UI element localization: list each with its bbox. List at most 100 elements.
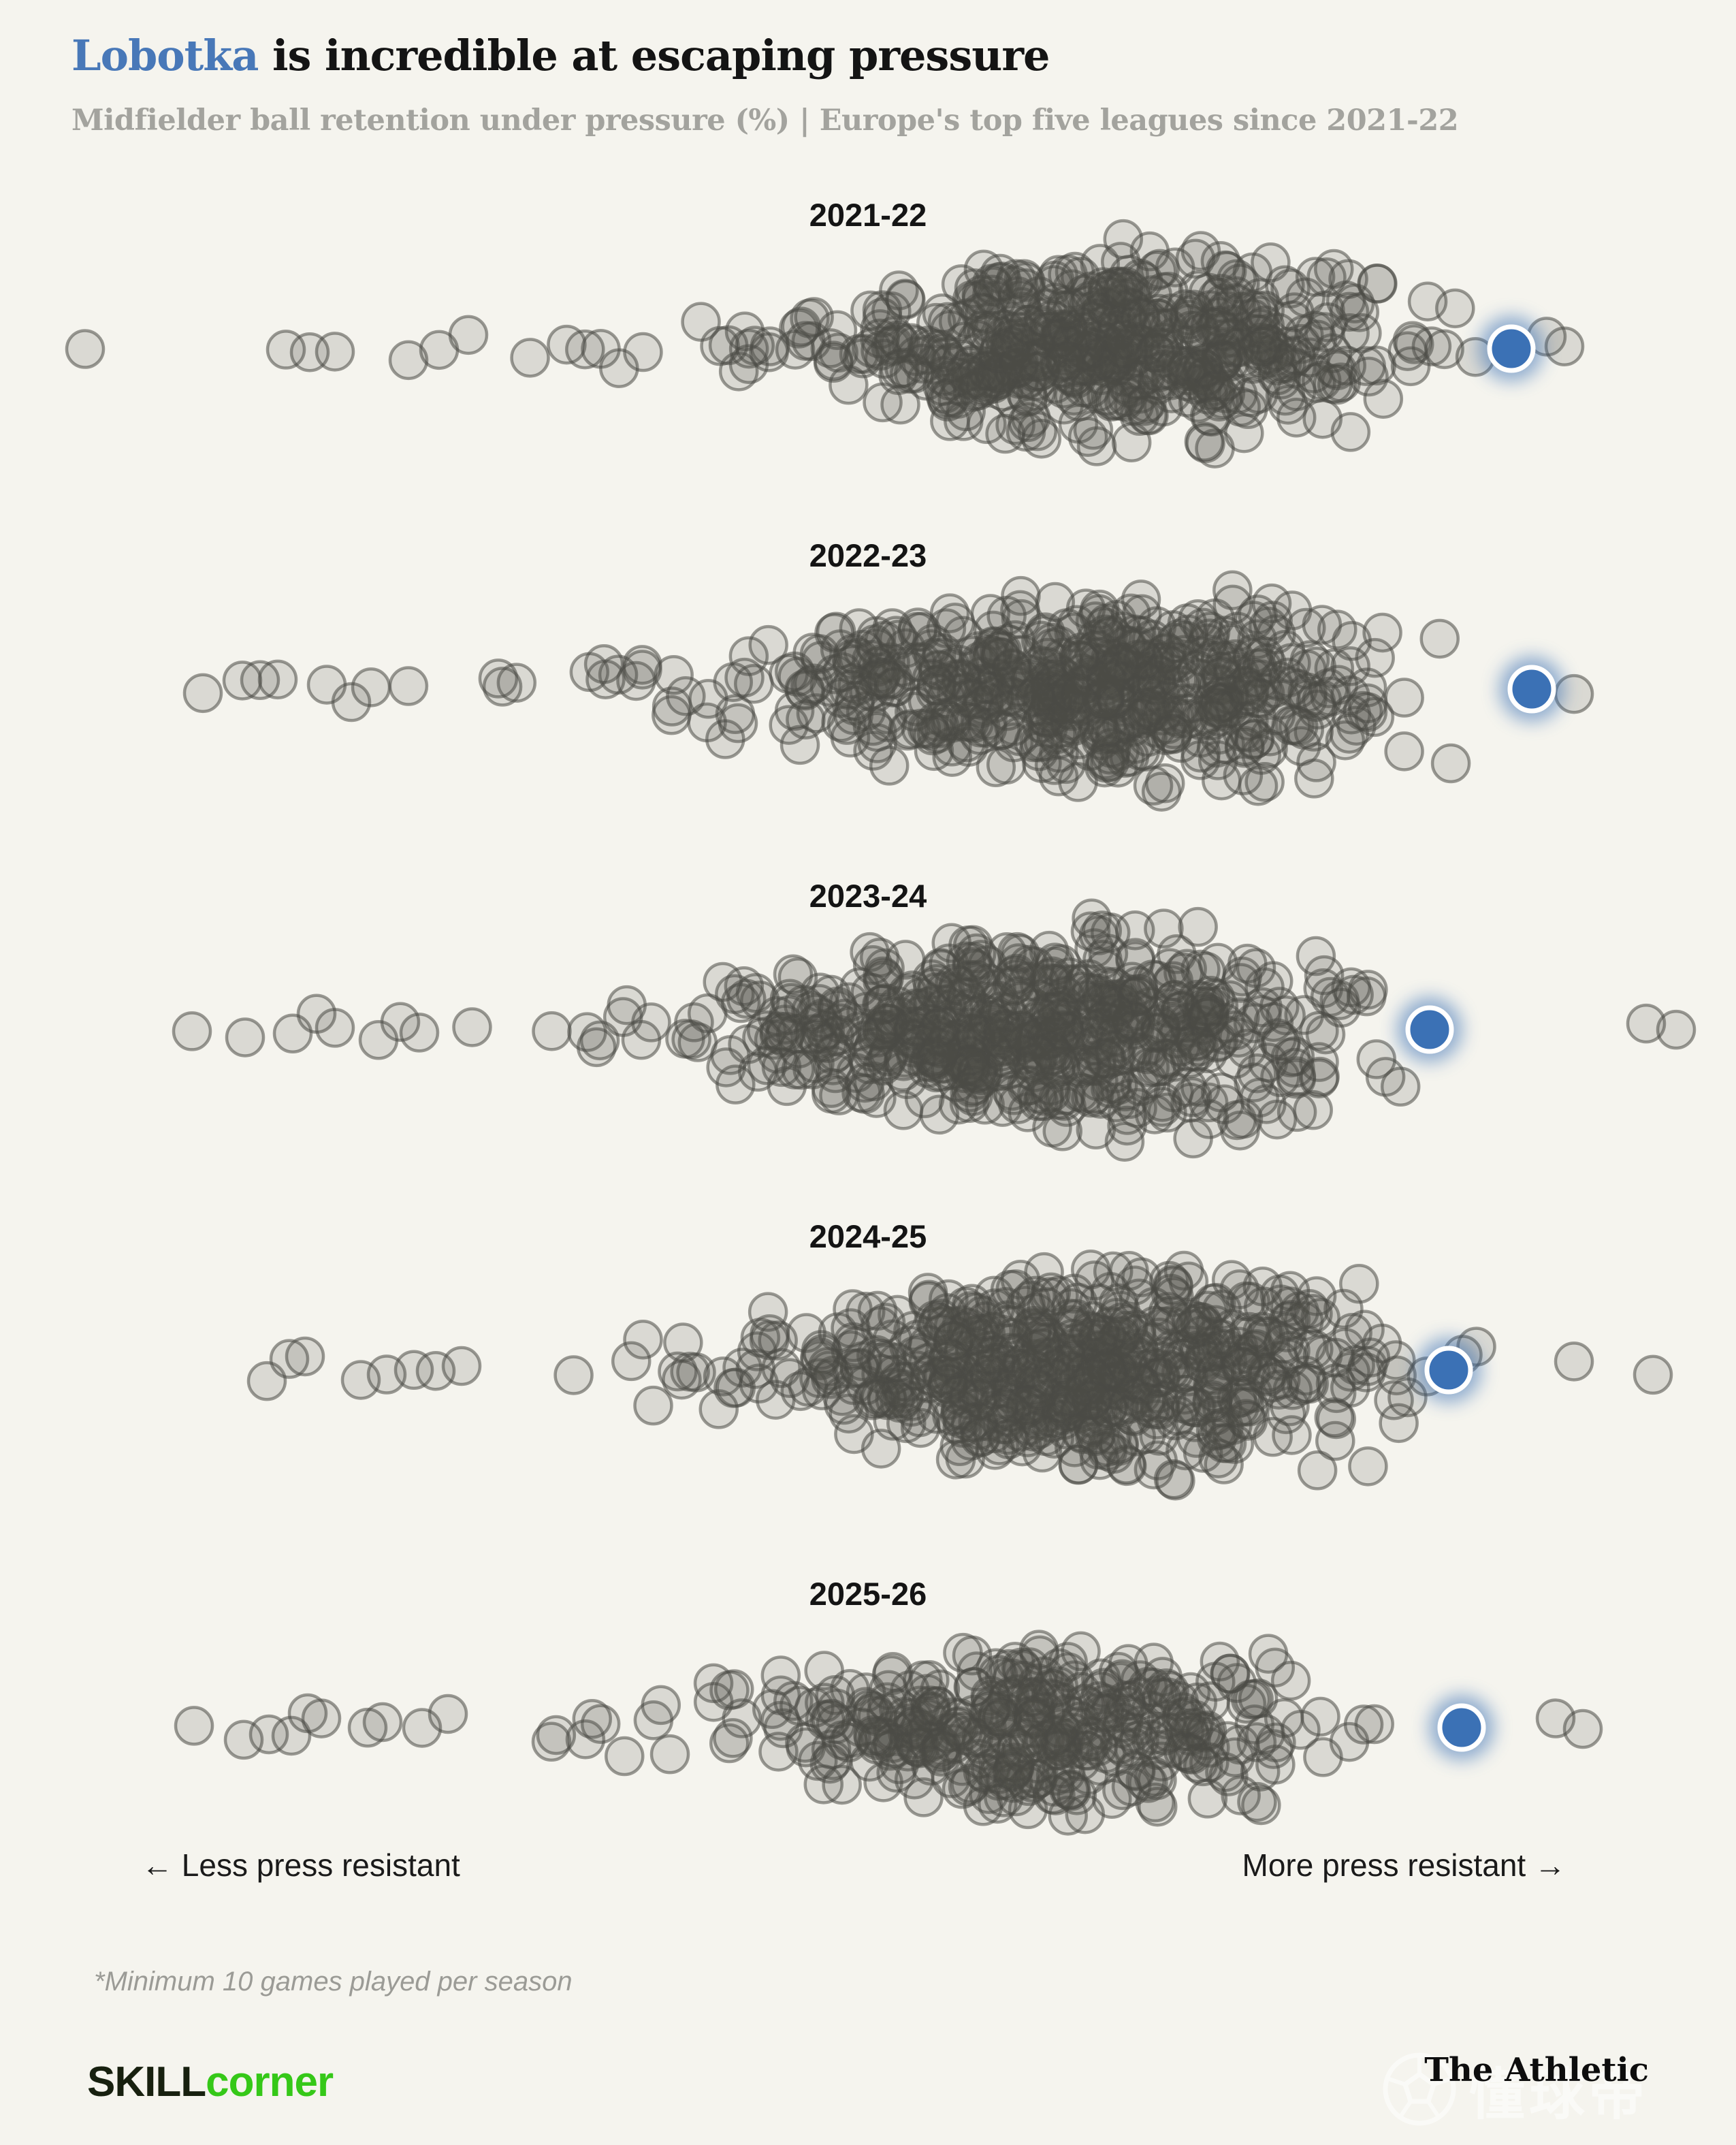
player-dot: [1121, 579, 1161, 620]
player-dot: [884, 1041, 924, 1081]
player-dot: [611, 1341, 652, 1382]
player-dot: [918, 1686, 958, 1726]
player-dot: [858, 659, 899, 699]
player-dot: [1180, 718, 1221, 758]
player-dot: [998, 1084, 1038, 1124]
player-dot: [1183, 1305, 1224, 1346]
player-dot: [553, 1355, 594, 1395]
player-dot: [1314, 1397, 1355, 1437]
player-dot: [1103, 270, 1144, 311]
player-dot: [388, 340, 429, 381]
player-dot: [1166, 1696, 1206, 1736]
player-dot: [1067, 417, 1108, 457]
player-dot: [1348, 1446, 1388, 1487]
player-dot: [1079, 589, 1120, 630]
player-dot: [1295, 257, 1336, 297]
player-dot: [872, 608, 913, 648]
player-dot: [1384, 731, 1424, 772]
player-dot: [774, 690, 815, 731]
player-dot: [1038, 756, 1079, 797]
player-dot: [1008, 1717, 1048, 1758]
season-label-2023-24: 2023-24: [809, 878, 927, 914]
player-dot: [1155, 1460, 1195, 1501]
player-dot: [985, 413, 1025, 454]
player-dot: [911, 1745, 951, 1786]
player-dot: [1135, 1782, 1176, 1823]
player-dot: [1183, 607, 1223, 648]
player-dot: [1078, 1283, 1119, 1324]
player-dot: [388, 666, 429, 706]
player-dot: [1357, 264, 1397, 304]
player-dot: [1141, 308, 1181, 349]
player-dot: [285, 1336, 325, 1377]
player-dot: [748, 624, 788, 665]
player-dot: [706, 1047, 746, 1087]
player-dot: [1234, 1062, 1274, 1102]
player-dot: [1112, 1395, 1152, 1435]
player-dot: [794, 297, 834, 337]
player-dot: [1078, 1726, 1119, 1766]
player-dot: [585, 659, 626, 699]
player-dot: [1060, 256, 1101, 297]
player-dot: [602, 997, 643, 1037]
player-dot: [448, 315, 489, 355]
lobotka-dot: [1487, 324, 1536, 373]
player-dot: [351, 667, 391, 708]
player-dot: [605, 1736, 645, 1777]
player-dot: [884, 347, 925, 388]
player-dot: [1271, 705, 1311, 746]
player-dot: [362, 1702, 403, 1743]
player-dot: [1253, 601, 1293, 641]
player-dot: [1135, 1305, 1175, 1346]
player-dot: [581, 329, 621, 369]
season-swarm-2025-26: [174, 1630, 1603, 1836]
player-dot: [1355, 637, 1395, 678]
player-dot: [510, 338, 550, 378]
player-dot: [1435, 288, 1475, 329]
player-dot: [1328, 259, 1368, 299]
player-dot: [536, 1715, 577, 1755]
page-title: Lobotka is incredible at escaping pressu…: [71, 31, 1665, 80]
player-dot: [1137, 251, 1177, 291]
player-dot: [1048, 964, 1089, 1004]
player-dot: [1326, 345, 1367, 386]
player-dot: [1259, 987, 1300, 1027]
player-dot: [1205, 250, 1246, 291]
player-dot: [616, 661, 656, 701]
season-swarm-2023-24: [172, 898, 1697, 1162]
player-dot: [1242, 1266, 1283, 1307]
season-label-2025-26: 2025-26: [809, 1576, 927, 1612]
season-swarm-2024-25: [246, 1249, 1673, 1501]
player-dot: [577, 1027, 617, 1068]
skillcorner-logo-skill: SKILL: [87, 2059, 206, 2106]
player-dot: [1154, 641, 1194, 682]
player-dot: [1109, 1079, 1150, 1119]
player-dot: [992, 649, 1032, 689]
player-dot: [873, 325, 914, 365]
player-dot: [652, 686, 692, 727]
player-dot: [860, 1306, 901, 1346]
player-dot: [1238, 678, 1279, 718]
player-dot: [939, 1375, 979, 1416]
player-dot: [1006, 1286, 1046, 1326]
player-dot: [1274, 292, 1315, 332]
player-dot: [713, 1718, 753, 1758]
player-dot: [728, 344, 769, 384]
player-dot: [1224, 413, 1264, 454]
player-dot: [1241, 326, 1282, 367]
player-dot: [1310, 676, 1351, 717]
player-dot: [1212, 570, 1253, 610]
player-dot: [1237, 1781, 1277, 1822]
player-dot: [301, 1698, 342, 1738]
player-dot: [775, 330, 816, 370]
player-dot: [1045, 341, 1086, 382]
player-dot: [1042, 1748, 1082, 1789]
player-dot: [1082, 910, 1123, 951]
player-dot: [1039, 1275, 1079, 1316]
player-dot: [1270, 1660, 1311, 1701]
player-dot: [953, 1667, 994, 1707]
player-dot: [225, 1017, 266, 1058]
title-rest: is incredible at escaping pressure: [258, 31, 1050, 80]
skillcorner-logo-corner: corner: [206, 2059, 334, 2106]
